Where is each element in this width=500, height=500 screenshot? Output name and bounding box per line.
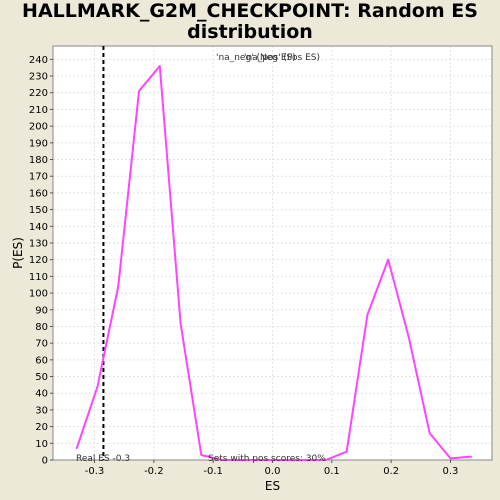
y-tick-label: 80	[35, 322, 48, 333]
y-tick-label: 210	[29, 105, 48, 116]
x-tick-label: 0.2	[383, 466, 399, 477]
legend-neg-label: 'na_neg' (Neg ES)	[216, 53, 296, 63]
series-line	[75, 65, 472, 461]
series-point	[242, 459, 244, 461]
y-tick-label: 120	[29, 255, 48, 266]
series-point	[387, 258, 389, 261]
series-point	[117, 285, 120, 288]
series-point	[221, 459, 223, 461]
x-tick-label: 0.3	[443, 466, 459, 477]
y-tick-label: 220	[29, 88, 48, 99]
chart-title-line-1: HALLMARK_G2M_CHECKPOINT: Random ES	[22, 0, 478, 22]
y-tick-label: 150	[29, 205, 48, 216]
chart-title: HALLMARK_G2M_CHECKPOINT: Random ES distr…	[0, 1, 500, 43]
y-tick-label: 140	[29, 222, 48, 233]
series-point	[325, 459, 327, 461]
series-point	[449, 457, 452, 460]
pos-scores-annotation: Sets with pos scores: 30%	[208, 454, 326, 464]
y-tick-label: 20	[35, 422, 48, 433]
y-tick-label: 160	[29, 188, 48, 199]
y-tick-label: 70	[35, 339, 48, 350]
chart-title-line-2: distribution	[187, 21, 313, 43]
tick-labels: 0 10 20 30 40 50 60 70 80 90 100 110 120 130 140 150 160…	[29, 55, 459, 477]
y-tick-label: 200	[29, 122, 48, 133]
y-tick-label: 110	[29, 272, 48, 283]
series-point	[283, 459, 286, 461]
y-tick-label: 230	[29, 72, 48, 83]
y-tick-label: 240	[29, 55, 48, 66]
y-tick-label: 0	[42, 456, 48, 467]
real-es-label: Real ES -0.3	[76, 454, 130, 464]
x-tick-label: -0.2	[144, 466, 164, 477]
series-point	[366, 313, 369, 316]
series-point	[345, 450, 348, 453]
y-tick-label: 190	[29, 138, 48, 149]
y-tick-label: 180	[29, 155, 48, 166]
series-point	[75, 447, 78, 450]
y-tick-label: 50	[35, 372, 48, 383]
series-point	[470, 455, 473, 458]
y-tick-label: 100	[29, 289, 48, 300]
series-point	[200, 454, 203, 456]
series-lines	[75, 65, 473, 461]
series-point	[304, 459, 306, 461]
series-point	[179, 322, 182, 324]
y-tick-label: 90	[35, 305, 48, 316]
y-tick-label: 130	[29, 238, 48, 249]
y-tick-label: 30	[35, 405, 48, 416]
legend-pos-label: 'na_pos' (Pos ES)	[244, 53, 320, 63]
x-tick-label: -0.1	[203, 466, 223, 477]
x-axis-title: ES	[265, 479, 280, 493]
x-tick-label: 0.0	[265, 466, 281, 477]
series-point	[262, 459, 265, 461]
y-axis-title: P(ES)	[11, 237, 25, 269]
y-tick-label: 10	[35, 439, 48, 450]
series-point	[408, 337, 410, 339]
series-point	[428, 432, 431, 435]
series-point	[158, 65, 161, 67]
y-tick-label: 40	[35, 389, 48, 400]
x-tick-label: -0.3	[85, 466, 105, 477]
x-tick-label: 0.1	[324, 466, 340, 477]
series-point	[138, 90, 140, 92]
plot-background	[53, 46, 492, 460]
y-tick-label: 170	[29, 172, 48, 183]
y-tick-label: 60	[35, 355, 48, 366]
series-point	[96, 385, 99, 388]
